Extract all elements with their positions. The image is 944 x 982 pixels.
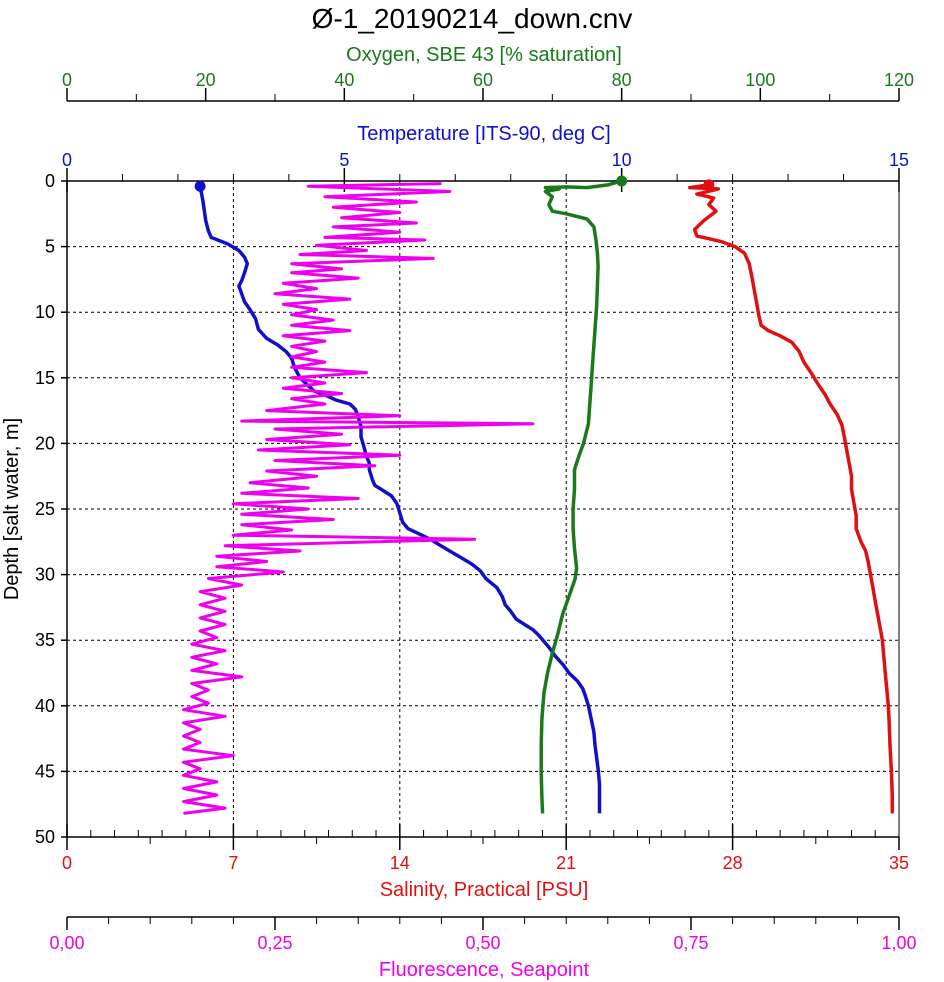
oxygen-start-marker	[616, 175, 628, 187]
depth-tick-label: 5	[45, 237, 55, 257]
oxygen-tick-label: 100	[745, 70, 775, 90]
oxygen-tick-label: 120	[884, 70, 914, 90]
fluorescence-tick-label: 0,00	[49, 933, 84, 953]
temperature-axis-label: Temperature [ITS-90, deg C]	[357, 123, 610, 145]
axes: 0 5 10 15 20 25 30 35 40 45 50 0 20 40 60 80 100 120 0 5 10 1…	[35, 70, 917, 953]
grid-lines	[67, 181, 899, 837]
oxygen-tick-label: 20	[196, 70, 216, 90]
depth-tick-label: 50	[35, 827, 55, 847]
fluorescence-tick-label: 0,50	[465, 933, 500, 953]
fluorescence-tick-label: 1,00	[881, 933, 916, 953]
temperature-series-line	[198, 185, 602, 814]
depth-tick-label: 45	[35, 761, 55, 781]
fluorescence-series-line	[182, 182, 535, 815]
depth-tick-label: 15	[35, 368, 55, 388]
temperature-tick-label: 15	[889, 150, 909, 170]
salinity-series-line	[688, 183, 895, 814]
oxygen-tick-label: 60	[473, 70, 493, 90]
fluorescence-axis-label: Fluorescence, Seapoint	[379, 959, 590, 981]
salinity-start-marker	[703, 179, 715, 191]
fluorescence-tick-label: 0,25	[257, 933, 292, 953]
temperature-start-marker	[194, 180, 206, 192]
temperature-tick-label: 5	[339, 150, 349, 170]
salinity-tick-label: 14	[390, 853, 410, 873]
oxygen-tick-label: 0	[62, 70, 72, 90]
oxygen-series-line	[539, 179, 623, 814]
temperature-tick-label: 0	[62, 150, 72, 170]
salinity-axis-label: Salinity, Practical [PSU]	[380, 879, 589, 901]
depth-tick-label: 35	[35, 630, 55, 650]
oxygen-axis-label: Oxygen, SBE 43 [% saturation]	[346, 44, 622, 66]
depth-tick-label: 25	[35, 499, 55, 519]
salinity-tick-label: 7	[228, 853, 238, 873]
salinity-tick-label: 28	[723, 853, 743, 873]
fluorescence-tick-label: 0,75	[673, 933, 708, 953]
salinity-tick-label: 35	[889, 853, 909, 873]
salinity-tick-label: 0	[62, 853, 72, 873]
series-lines	[182, 175, 895, 815]
depth-tick-label: 0	[45, 171, 55, 191]
depth-tick-label: 10	[35, 302, 55, 322]
depth-tick-label: 30	[35, 565, 55, 585]
temperature-tick-label: 10	[612, 150, 632, 170]
oxygen-tick-label: 80	[612, 70, 632, 90]
depth-tick-label: 40	[35, 696, 55, 716]
depth-tick-label: 20	[35, 433, 55, 453]
depth-axis-label: Depth [salt water, m]	[1, 418, 23, 600]
chart-title: Ø-1_20190214_down.cnv	[312, 3, 633, 34]
oxygen-tick-label: 40	[334, 70, 354, 90]
salinity-tick-label: 21	[556, 853, 576, 873]
